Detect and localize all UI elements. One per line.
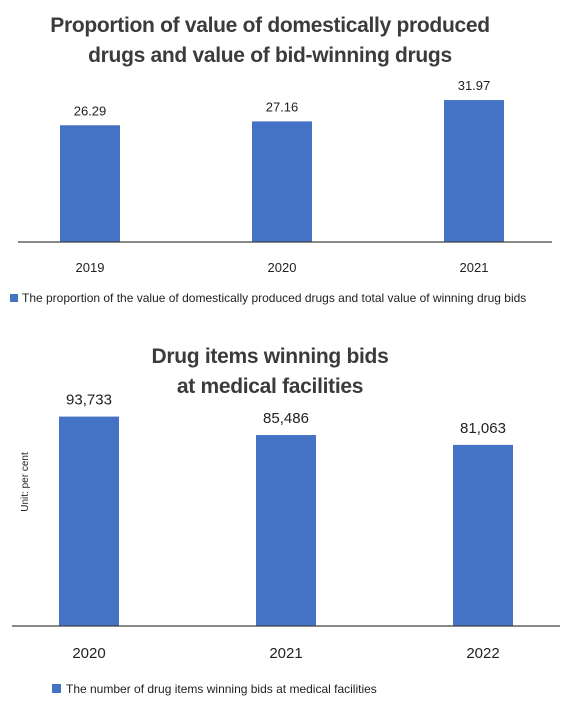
chart-1-tick-2019: 2019 <box>76 260 105 275</box>
chart-2-legend-swatch <box>52 684 61 693</box>
chart-1-data-label-2021: 31.97 <box>458 78 491 93</box>
chart-2-title-line-1: Drug items winning bids <box>152 345 389 368</box>
chart-2-bars: 93,733 85,486 81,063 <box>59 392 513 626</box>
chart-2-tick-2022: 2022 <box>466 645 499 662</box>
chart-1-bar-2020 <box>252 121 312 242</box>
chart-1-tick-2021: 2021 <box>460 260 489 275</box>
chart-2-bar-2021 <box>256 435 316 626</box>
chart-2: Drug items winning bids at medical facil… <box>12 345 560 696</box>
chart-1: Proportion of value of domestically prod… <box>10 14 552 305</box>
chart-2-bar-2022 <box>453 444 513 626</box>
chart-1-data-label-2019: 26.29 <box>74 103 107 118</box>
chart-1-bars: 26.29 27.16 31.97 <box>60 78 504 243</box>
chart-2-tick-2020: 2020 <box>72 645 105 662</box>
chart-1-legend-swatch <box>10 294 18 302</box>
chart-1-bar-2019 <box>60 125 120 242</box>
chart-2-title-line-2: at medical facilities <box>177 375 363 398</box>
chart-2-bar-2020 <box>59 416 119 626</box>
chart-2-legend-label: The number of drug items winning bids at… <box>66 682 377 696</box>
chart-2-tick-2021: 2021 <box>269 645 302 662</box>
chart-1-legend-label: The proportion of the value of domestica… <box>22 291 526 305</box>
chart-1-x-ticks: 2019 2020 2021 <box>76 260 489 275</box>
chart-1-title-line-2: drugs and value of bid-winning drugs <box>88 44 452 67</box>
chart-2-data-label-2022: 81,063 <box>460 420 506 437</box>
chart-2-data-label-2021: 85,486 <box>263 410 309 427</box>
chart-1-title-line-1: Proportion of value of domestically prod… <box>50 14 490 37</box>
chart-1-tick-2020: 2020 <box>268 260 297 275</box>
chart-1-data-label-2020: 27.16 <box>266 99 299 114</box>
chart-1-bar-2021 <box>444 100 504 243</box>
chart-2-y-axis-label: Unit: per cent <box>20 452 31 512</box>
chart-2-data-label-2020: 93,733 <box>66 392 112 409</box>
chart-2-x-ticks: 2020 2021 2022 <box>72 645 499 662</box>
